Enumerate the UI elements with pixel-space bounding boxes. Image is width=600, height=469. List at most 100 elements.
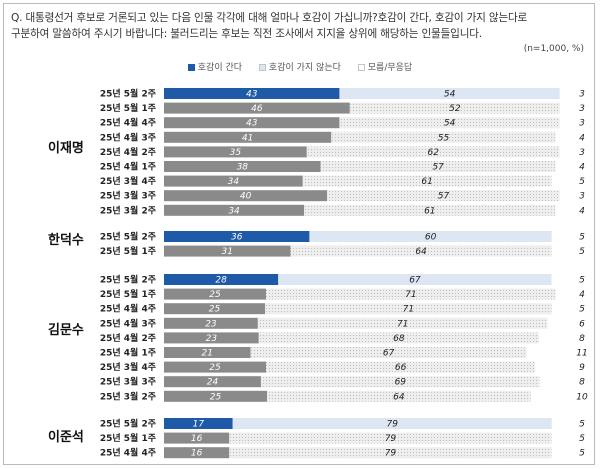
data-label-unknown: 5 [579, 305, 585, 315]
bar-favorable [164, 274, 279, 285]
bar-favorable [164, 332, 259, 344]
data-label-unfavorable: 67 [383, 349, 395, 359]
legend-item-favorable: 호감이 간다 [187, 60, 243, 73]
bar-favorable [164, 175, 303, 187]
data-label-favorable: 34 [228, 177, 240, 187]
bar-unknown [559, 146, 572, 158]
bar-unknown [555, 288, 572, 300]
legend-label-favorable: 호감이 간다 [197, 63, 243, 73]
data-label-unknown: 5 [579, 233, 585, 243]
row-label: 25년 5월 2주 [100, 274, 156, 286]
data-label-favorable: 21 [202, 349, 213, 359]
survey-question: Q. 대통령선거 후보로 거론되고 있는 다음 인물 각각에 대해 얼마나 호감… [11, 12, 528, 40]
data-label-unfavorable: 61 [421, 177, 432, 187]
data-label-unfavorable: 79 [385, 434, 397, 444]
bar-unknown [559, 102, 572, 114]
row-label: 25년 3월 3주 [100, 376, 156, 388]
bar-favorable [164, 88, 340, 99]
data-label-unknown: 5 [579, 434, 585, 444]
data-label-unknown: 5 [579, 276, 585, 286]
data-label-unfavorable: 61 [424, 206, 435, 216]
bar-unknown [526, 347, 572, 358]
data-label-unfavorable: 69 [395, 378, 407, 388]
bar-favorable [164, 447, 230, 459]
data-label-unfavorable: 67 [409, 276, 421, 286]
data-label-favorable: 16 [191, 434, 203, 444]
bar-favorable [164, 190, 328, 202]
bar-favorable [164, 288, 266, 300]
data-label-unknown: 4 [579, 290, 585, 300]
bar-unfavorable [339, 88, 560, 99]
bar-unfavorable [257, 317, 548, 329]
bar-favorable [164, 131, 332, 143]
bar-unknown [559, 88, 572, 99]
legend-swatch-unfavorable [258, 64, 266, 71]
row-label: 25년 3월 4주 [100, 361, 156, 373]
data-label-favorable: 25 [209, 290, 221, 300]
bar-unfavorable [302, 175, 552, 187]
bar-favorable [164, 432, 230, 444]
legend-item-unknown: 모름/무응답 [357, 60, 413, 73]
row-label: 25년 5월 1주 [100, 288, 156, 300]
data-label-favorable: 25 [209, 363, 221, 373]
bar-unfavorable [250, 347, 527, 358]
data-label-unfavorable: 64 [415, 247, 427, 257]
data-label-unknown: 5 [579, 449, 585, 459]
bar-unfavorable [229, 432, 552, 444]
data-label-unknown: 3 [579, 104, 585, 114]
bar-unfavorable [349, 102, 560, 114]
bar-unknown [559, 190, 572, 202]
bar-unknown [551, 432, 572, 444]
data-label-unfavorable: 52 [449, 104, 461, 114]
bar-unfavorable [260, 376, 540, 388]
legend: 호감이 간다 호감이 가지 않는다 모름/무응답 [4, 60, 596, 73]
data-label-favorable: 43 [246, 90, 258, 100]
bar-favorable [164, 161, 321, 172]
bar-unknown [539, 332, 572, 344]
candidate-name: 이재명 [48, 140, 84, 156]
data-label-unfavorable: 66 [395, 363, 407, 373]
bar-favorable [164, 146, 307, 158]
legend-label-unfavorable: 호감이 가지 않는다 [268, 63, 341, 73]
legend-label-unknown: 모름/무응답 [367, 63, 413, 73]
bar-unfavorable [232, 418, 552, 429]
bar-unfavorable [258, 332, 540, 344]
data-label-unknown: 3 [579, 119, 585, 129]
bar-favorable [164, 117, 340, 129]
row-label: 25년 5월 2주 [100, 231, 156, 243]
data-label-unfavorable: 71 [397, 319, 408, 329]
data-label-unfavorable: 79 [385, 449, 397, 459]
bar-unknown [551, 245, 572, 257]
data-label-unknown: 5 [579, 247, 585, 257]
candidate-name: 한덕수 [48, 232, 84, 248]
data-label-unfavorable: 68 [393, 334, 405, 344]
data-label-favorable: 41 [242, 133, 253, 143]
sample-note: (n=1,000, %) [523, 44, 584, 54]
bar-favorable [164, 204, 305, 216]
data-label-favorable: 24 [207, 378, 219, 388]
data-label-unknown: 3 [579, 90, 585, 100]
data-label-unknown: 5 [579, 420, 585, 430]
row-label: 25년 5월 2주 [100, 88, 156, 100]
bar-unknown [559, 117, 572, 129]
row-label: 25년 4월 1주 [100, 347, 156, 359]
row-label: 25년 4월 3주 [100, 317, 156, 329]
bar-favorable [164, 102, 350, 114]
bar-unknown [551, 175, 572, 187]
row-label: 25년 3월 3주 [100, 190, 156, 202]
data-label-favorable: 34 [228, 206, 240, 216]
data-label-unknown: 4 [579, 206, 585, 216]
bar-unfavorable [331, 131, 556, 143]
bar-unknown [551, 274, 572, 285]
row-label: 25년 5월 1주 [100, 102, 156, 114]
data-label-unknown: 6 [579, 319, 585, 329]
data-label-unfavorable: 60 [425, 233, 437, 243]
legend-item-unfavorable: 호감이 가지 않는다 [258, 60, 341, 73]
bar-unknown [547, 317, 572, 329]
data-label-favorable: 17 [193, 420, 205, 430]
bar-unfavorable [266, 361, 536, 373]
bar-favorable [164, 347, 251, 358]
row-label: 25년 5월 1주 [100, 245, 156, 257]
bar-favorable [164, 361, 266, 373]
